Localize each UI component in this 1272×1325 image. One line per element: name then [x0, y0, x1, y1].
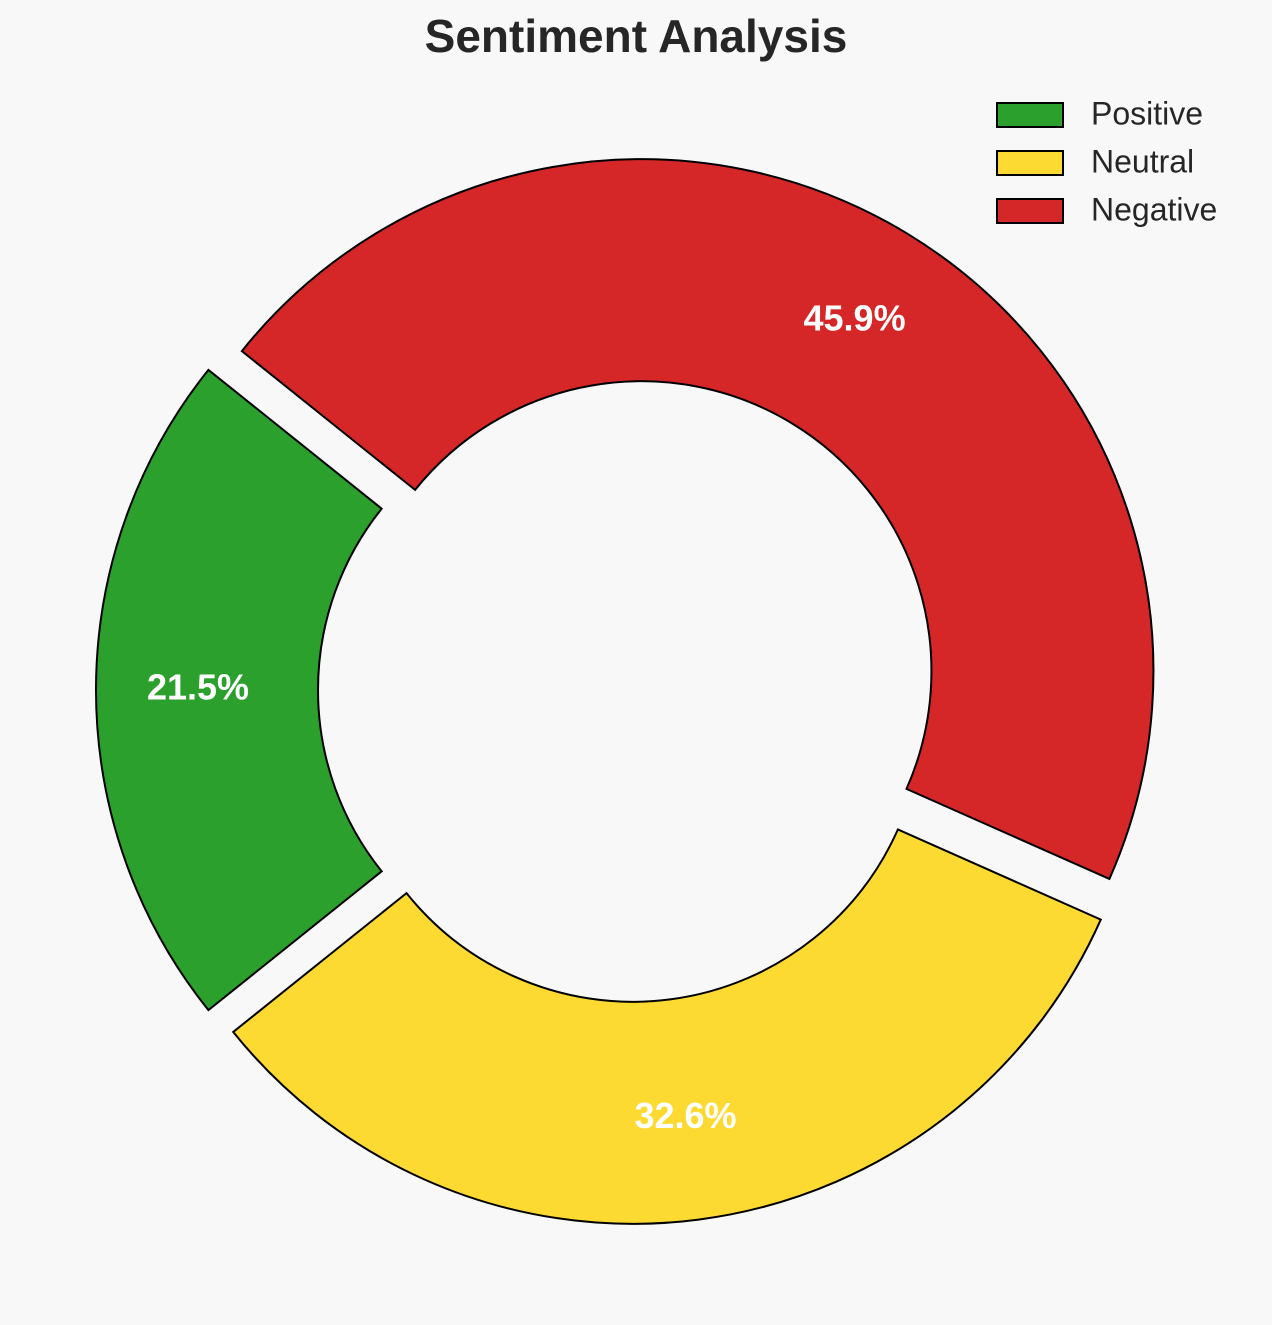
legend-swatch	[996, 102, 1064, 128]
legend-swatch	[996, 150, 1064, 176]
donut-slice	[231, 828, 1103, 1225]
donut-slice	[240, 158, 1155, 881]
value-label: 45.9%	[804, 297, 906, 338]
value-label: 21.5%	[147, 667, 249, 708]
legend-swatch	[996, 198, 1064, 224]
chart-title: Sentiment Analysis	[425, 10, 848, 62]
donut-slice	[95, 368, 384, 1012]
legend-text: Neutral	[1091, 143, 1194, 179]
value-label: 32.6%	[634, 1095, 736, 1136]
legend-text: Negative	[1091, 191, 1217, 227]
legend-text: Positive	[1091, 95, 1203, 131]
